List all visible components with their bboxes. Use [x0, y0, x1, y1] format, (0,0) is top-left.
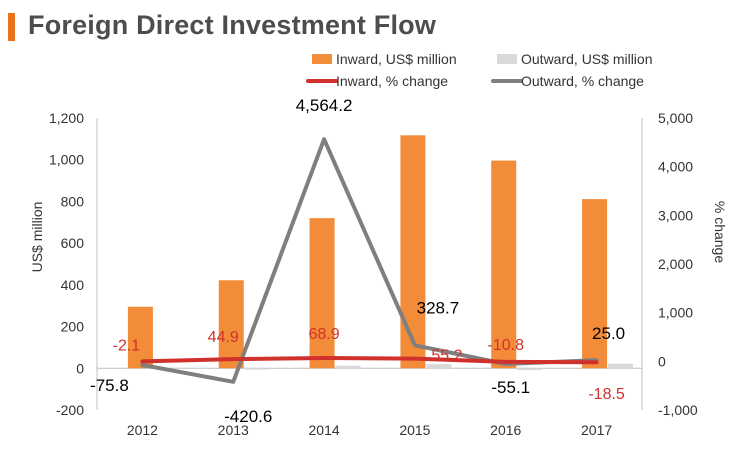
left-tick-label: 400 [61, 277, 85, 293]
x-tick-label: 2013 [218, 422, 249, 438]
data-label-outward-pct: -420.6 [224, 407, 272, 426]
data-label-inward-pct: -10.8 [488, 337, 525, 354]
bar-outward [335, 365, 361, 369]
bar-outward [608, 363, 634, 369]
data-label-outward-pct: 4,564.2 [296, 96, 353, 115]
data-label-inward-pct: 55.2 [431, 348, 462, 365]
right-tick-label: -1,000 [658, 402, 698, 418]
x-tick-label: 2012 [127, 422, 158, 438]
title-accent-bar [8, 13, 15, 41]
bar-inward [218, 280, 244, 369]
data-label-inward-pct: 44.9 [208, 329, 239, 346]
data-label-inward-pct: -18.5 [588, 386, 625, 403]
right-tick-label: 1,000 [658, 305, 693, 321]
legend-label: Inward, US$ million [336, 51, 457, 67]
right-tick-label: 4,000 [658, 159, 693, 175]
data-label-inward-pct: -2.1 [113, 337, 141, 354]
bar-inward [400, 135, 426, 369]
left-tick-label: 1,000 [49, 152, 84, 168]
left-tick-label: 200 [61, 319, 85, 335]
data-label-outward-pct: -75.8 [90, 376, 129, 395]
bar-outward [517, 368, 543, 370]
legend-label: Outward, % change [521, 73, 644, 89]
legend-swatch [497, 54, 517, 64]
page-title: Foreign Direct Investment Flow [28, 10, 437, 40]
x-tick-label: 2016 [490, 422, 521, 438]
left-tick-label: 600 [61, 235, 85, 251]
legend-label: Outward, US$ million [521, 51, 653, 67]
right-tick-label: 5,000 [658, 110, 693, 126]
line-inward-pct [140, 355, 599, 365]
right-tick-label: 2,000 [658, 256, 693, 272]
right-tick-label: 0 [658, 353, 666, 369]
left-tick-label: 1,200 [49, 110, 84, 126]
left-tick-label: 0 [76, 360, 84, 376]
bar-inward [582, 199, 608, 369]
left-tick-label: 800 [61, 193, 85, 209]
left-axis-title: US$ million [29, 202, 45, 273]
bar-outward [244, 368, 270, 370]
right-axis-title: % change [712, 201, 728, 263]
x-tick-label: 2014 [309, 422, 340, 438]
data-label-outward-pct: 328.7 [417, 298, 460, 317]
legend-label: Inward, % change [336, 73, 448, 89]
x-tick-label: 2017 [581, 422, 612, 438]
x-tick-label: 2015 [399, 422, 430, 438]
bar-inward [127, 306, 153, 369]
legend-swatch [312, 54, 332, 64]
data-label-inward-pct: 68.9 [309, 326, 340, 343]
bar-inward [491, 160, 517, 369]
data-label-outward-pct: 25.0 [592, 324, 625, 343]
left-tick-label: -200 [56, 402, 84, 418]
data-label-outward-pct: -55.1 [491, 378, 530, 397]
right-tick-label: 3,000 [658, 207, 693, 223]
bar-outward [426, 364, 452, 369]
bar-inward [309, 218, 335, 369]
